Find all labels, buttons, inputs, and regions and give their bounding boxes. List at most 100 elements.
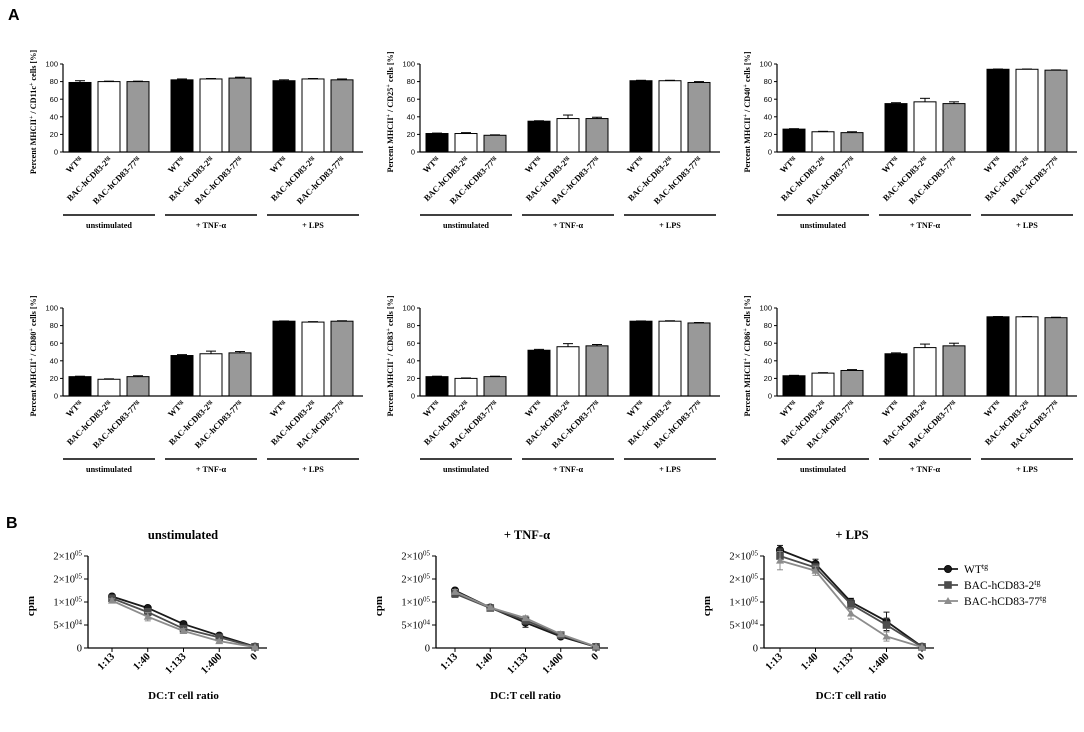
group-label: + TNF-α: [910, 465, 941, 474]
bar: [272, 80, 296, 153]
group-label: unstimulated: [86, 221, 132, 230]
y-tick-label: 40: [407, 112, 415, 121]
group-label: + LPS: [659, 465, 681, 474]
data-point: [882, 621, 891, 629]
bar-label-sup: tg: [665, 399, 673, 407]
group-label: + LPS: [659, 221, 681, 230]
bar: [1015, 316, 1039, 397]
y-tick-label: 80: [50, 321, 58, 330]
bar: [556, 346, 580, 397]
bar-label-sup: tg: [337, 399, 345, 407]
y-label-text: / CD25: [386, 88, 395, 114]
bar: [228, 352, 252, 397]
bar-label-sup: tg: [461, 399, 469, 407]
x-axis-label: DC:T cell ratio: [148, 690, 219, 702]
y-axis-label: Percent MHCII+ / CD83+ cells [%]: [386, 295, 395, 416]
legend-label: BAC-hCD83-2tg: [964, 578, 1041, 593]
bar-label: WTtg: [421, 398, 442, 419]
y-tick-label: 1×1005: [729, 596, 758, 609]
group-label: + TNF-α: [910, 221, 941, 230]
y-tick-label: 0: [54, 392, 58, 401]
bar: [658, 80, 682, 153]
bar-label-sup: tg: [534, 155, 542, 163]
bar: [1015, 68, 1039, 153]
bar-label-sup: tg: [75, 399, 83, 407]
bar: [913, 347, 937, 397]
bar-label-sup: tg: [789, 155, 797, 163]
bar-label: WTtg: [778, 154, 799, 175]
bar-label-sup: tg: [490, 399, 498, 407]
bar-label: WTtg: [880, 154, 901, 175]
bar-label-sup: tg: [308, 399, 316, 407]
bar-label-sup: tg: [490, 155, 498, 163]
y-tick-label: 20: [407, 374, 415, 383]
y-axis-label: cpm: [701, 596, 713, 616]
series-BAC-hCD83-77: [108, 596, 259, 651]
x-tick-label: 1:133: [506, 651, 531, 676]
bar-label: WTtg: [421, 154, 442, 175]
group-label: + TNF-α: [553, 465, 584, 474]
bar-label: WTtg: [523, 398, 544, 419]
bar: [199, 78, 223, 153]
bar-label-sup: tg: [235, 399, 243, 407]
y-tick-label: 2×1005: [729, 573, 758, 586]
bar-label: WTtg: [64, 154, 85, 175]
legend-sup: tg: [1040, 594, 1046, 603]
bar-label-sup: tg: [104, 399, 112, 407]
bar-label-sup: tg: [993, 399, 1001, 407]
y-tick-exp: 05: [751, 573, 759, 581]
legend-sup: tg: [982, 562, 988, 571]
x-tick-label: 1:13: [439, 651, 460, 672]
bar-label-sup: tg: [432, 155, 440, 163]
y-axis-label: Percent MHCII+ / CD40+ cells [%]: [743, 51, 752, 172]
y-tick-label: 40: [764, 356, 772, 365]
bar-label-sup: tg: [206, 399, 214, 407]
y-tick-base: 1×10: [729, 598, 751, 609]
y-tick-label: 0: [768, 148, 772, 157]
bar: [272, 320, 296, 397]
group-label: + LPS: [302, 221, 324, 230]
bar: [483, 134, 507, 153]
bar: [483, 376, 507, 397]
x-tick-label: 1:40: [799, 651, 820, 672]
bar-label-sup: tg: [432, 399, 440, 407]
y-label-sup: +: [29, 115, 35, 119]
data-point: [918, 643, 926, 651]
bar-label: WTtg: [268, 398, 289, 419]
y-label-sup: +: [29, 82, 35, 86]
y-label-text: cells [%]: [386, 51, 395, 84]
bar: [425, 133, 449, 153]
y-label-text: Percent MHCII: [743, 361, 752, 416]
bar: [687, 322, 711, 397]
y-axis-label: Percent MHCII+ / CD11c+ cells [%]: [29, 50, 38, 175]
y-tick-base: 2×10: [401, 575, 423, 586]
x-axis-label: DC:T cell ratio: [816, 690, 887, 702]
bar-label: WTtg: [64, 398, 85, 419]
bar: [527, 120, 551, 153]
group-label: unstimulated: [800, 221, 846, 230]
y-tick-label: 100: [45, 304, 58, 313]
x-tick-label: 1:400: [541, 651, 566, 676]
y-tick-label: 80: [764, 321, 772, 330]
bar-label-sup: tg: [177, 399, 185, 407]
y-tick-label: 20: [764, 130, 772, 139]
bar: [913, 101, 937, 153]
data-point: [811, 566, 820, 574]
bar: [170, 355, 194, 397]
data-point: [847, 609, 855, 617]
y-tick-label: 40: [407, 356, 415, 365]
bar-label-sup: tg: [818, 155, 826, 163]
y-tick-base: 0: [425, 644, 430, 655]
group-label: unstimulated: [443, 465, 489, 474]
bar: [454, 133, 478, 153]
data-point: [179, 626, 188, 634]
y-tick-label: 100: [402, 304, 415, 313]
bar-label-sup: tg: [592, 155, 600, 163]
data-point: [556, 630, 565, 638]
y-tick-label: 60: [50, 339, 58, 348]
bar: [629, 80, 653, 153]
